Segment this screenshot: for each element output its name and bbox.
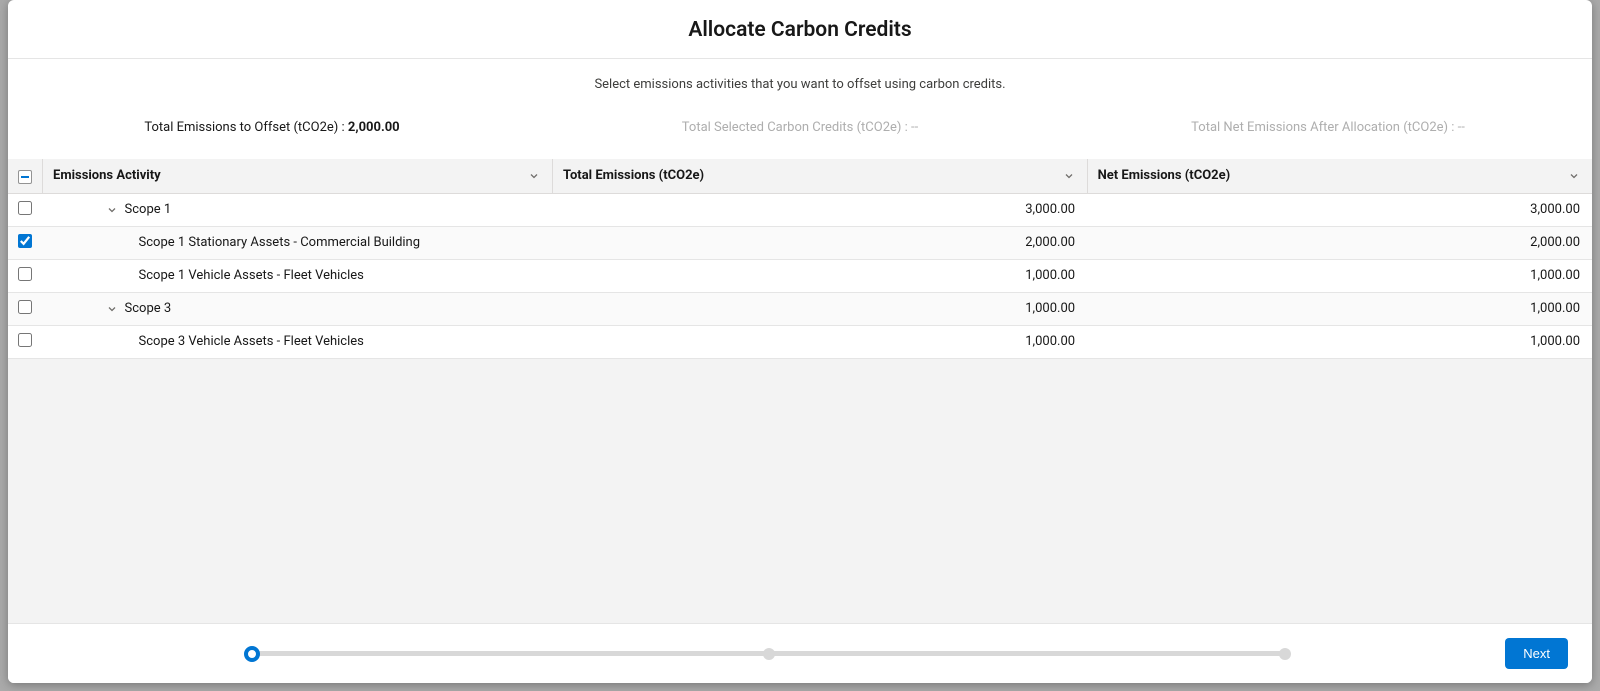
activity-cell: Scope 3	[43, 292, 553, 325]
net-cell: 1,000.00	[1087, 292, 1592, 325]
activity-cell: Scope 1 Stationary Assets - Commercial B…	[43, 226, 553, 259]
activity-label: Scope 3 Vehicle Assets - Fleet Vehicles	[139, 334, 364, 349]
activity-label: Scope 1 Vehicle Assets - Fleet Vehicles	[139, 268, 364, 283]
progress-step-1[interactable]	[244, 646, 260, 662]
activity-label: Scope 1	[125, 202, 172, 217]
row-checkbox[interactable]	[18, 234, 32, 248]
progress-track	[252, 651, 1285, 656]
row-checkbox[interactable]	[18, 201, 32, 215]
table-row[interactable]: Scope 3 1,000.001,000.00	[8, 292, 1592, 325]
activity-label: Scope 1 Stationary Assets - Commercial B…	[139, 235, 421, 250]
metric-offset-label: Total Emissions to Offset (tCO2e) :	[144, 120, 348, 135]
metric-offset-value: 2,000.00	[348, 120, 400, 135]
row-checkbox-cell	[8, 325, 43, 358]
allocate-credits-modal: Allocate Carbon Credits Select emissions…	[8, 0, 1592, 683]
metric-selected-label: Total Selected Carbon Credits (tCO2e) :	[682, 120, 911, 135]
activity-cell: Scope 3 Vehicle Assets - Fleet Vehicles	[43, 325, 553, 358]
table-row[interactable]: Scope 1 3,000.003,000.00	[8, 193, 1592, 226]
modal-footer: Next	[8, 623, 1592, 683]
table-row[interactable]: Scope 1 Vehicle Assets - Fleet Vehicles 1…	[8, 259, 1592, 292]
net-cell: 1,000.00	[1087, 325, 1592, 358]
progress-step-2[interactable]	[763, 648, 775, 660]
net-cell: 1,000.00	[1087, 259, 1592, 292]
header-net-label: Net Emissions (tCO2e)	[1098, 168, 1231, 183]
activity-label: Scope 3	[125, 301, 172, 316]
row-checkbox[interactable]	[18, 300, 32, 314]
modal-subtitle: Select emissions activities that you wan…	[8, 59, 1592, 104]
row-checkbox-cell	[8, 226, 43, 259]
progress-indicator	[32, 651, 1505, 656]
metric-net-value: --	[1458, 120, 1465, 135]
modal-title: Allocate Carbon Credits	[8, 0, 1592, 58]
chevron-down-icon[interactable]	[103, 201, 121, 219]
header-activity[interactable]: Emissions Activity	[43, 159, 553, 193]
activity-cell: Scope 1 Vehicle Assets - Fleet Vehicles	[43, 259, 553, 292]
metric-net: Total Net Emissions After Allocation (tC…	[1064, 120, 1592, 135]
row-checkbox-cell	[8, 193, 43, 226]
table-row[interactable]: Scope 3 Vehicle Assets - Fleet Vehicles 1…	[8, 325, 1592, 358]
total-cell: 2,000.00	[553, 226, 1088, 259]
metric-selected: Total Selected Carbon Credits (tCO2e) : …	[536, 120, 1064, 135]
net-cell: 3,000.00	[1087, 193, 1592, 226]
total-cell: 3,000.00	[553, 193, 1088, 226]
table-body: Scope 1 3,000.003,000.00 Scope 1 Stationar…	[8, 193, 1592, 358]
total-cell: 1,000.00	[553, 325, 1088, 358]
header-activity-label: Emissions Activity	[53, 168, 161, 183]
metric-net-label: Total Net Emissions After Allocation (tC…	[1191, 120, 1458, 135]
progress-step-3[interactable]	[1279, 648, 1291, 660]
next-button[interactable]: Next	[1505, 638, 1568, 669]
header-total-label: Total Emissions (tCO2e)	[563, 168, 704, 183]
metrics-row: Total Emissions to Offset (tCO2e) : 2,00…	[8, 104, 1592, 159]
emissions-table: Emissions Activity Total Emissions (tCO2…	[8, 159, 1592, 359]
total-cell: 1,000.00	[553, 292, 1088, 325]
table-area: Emissions Activity Total Emissions (tCO2…	[8, 159, 1592, 623]
header-checkbox-cell	[8, 159, 43, 193]
metric-selected-value: --	[911, 120, 918, 135]
row-checkbox[interactable]	[18, 333, 32, 347]
total-cell: 1,000.00	[553, 259, 1088, 292]
chevron-down-icon[interactable]	[526, 168, 542, 184]
net-cell: 2,000.00	[1087, 226, 1592, 259]
chevron-down-icon[interactable]	[1061, 168, 1077, 184]
chevron-down-icon[interactable]	[103, 300, 121, 318]
select-all-checkbox[interactable]	[18, 170, 32, 184]
row-checkbox[interactable]	[18, 267, 32, 281]
metric-offset: Total Emissions to Offset (tCO2e) : 2,00…	[8, 120, 536, 135]
activity-cell: Scope 1	[43, 193, 553, 226]
table-row[interactable]: Scope 1 Stationary Assets - Commercial B…	[8, 226, 1592, 259]
header-net[interactable]: Net Emissions (tCO2e)	[1087, 159, 1592, 193]
row-checkbox-cell	[8, 292, 43, 325]
header-total[interactable]: Total Emissions (tCO2e)	[553, 159, 1088, 193]
chevron-down-icon[interactable]	[1566, 168, 1582, 184]
row-checkbox-cell	[8, 259, 43, 292]
